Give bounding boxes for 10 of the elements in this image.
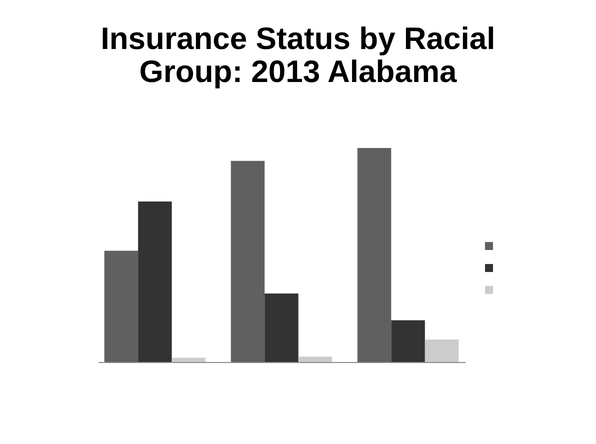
bar	[424, 340, 459, 362]
bar	[230, 160, 265, 362]
bar	[391, 320, 425, 362]
bar	[138, 202, 172, 362]
bar	[298, 356, 332, 362]
bar	[264, 294, 298, 362]
bar	[357, 148, 392, 362]
chart-title: Insurance Status by Racial Group: 2013 Alabama	[100, 21, 496, 89]
bar	[172, 358, 206, 362]
bar	[104, 250, 138, 362]
